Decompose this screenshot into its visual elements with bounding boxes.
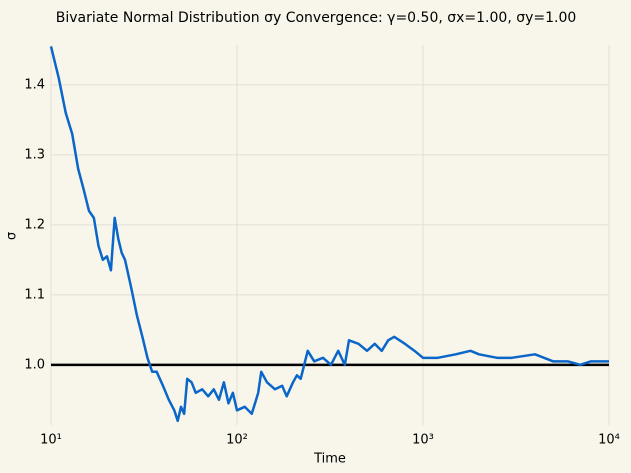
chart-title: Bivariate Normal Distribution σy Converg… — [56, 10, 577, 26]
y-tick-label: 1.4 — [24, 77, 45, 92]
data-line — [49, 46, 609, 423]
y-tick-label: 1.0 — [24, 357, 45, 372]
y-tick-label: 1.2 — [24, 217, 45, 232]
x-tick-label: 10³ — [412, 433, 434, 448]
x-tick-label: 10⁴ — [598, 433, 620, 448]
x-tick-label: 10¹ — [40, 433, 62, 448]
y-tick-label: 1.1 — [24, 287, 45, 302]
y-tick-label: 1.3 — [24, 147, 45, 162]
y-axis-label: σ — [5, 232, 20, 240]
x-axis-label: Time — [313, 452, 346, 467]
x-tick-label: 10² — [226, 433, 248, 448]
